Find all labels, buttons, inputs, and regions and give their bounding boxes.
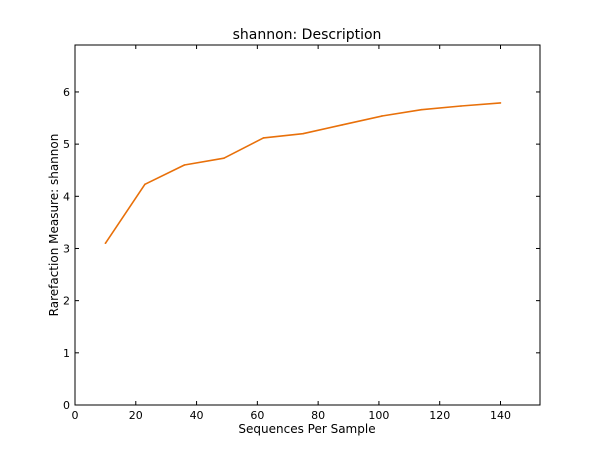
- data-point: [104, 242, 107, 245]
- data-point: [381, 115, 383, 117]
- x-tick-label: 120: [429, 409, 450, 422]
- data-point: [262, 137, 265, 139]
- plot-frame: [74, 44, 541, 406]
- x-tick-label: 20: [129, 409, 143, 422]
- data-point: [223, 157, 225, 160]
- y-tick-label: 0: [63, 399, 70, 412]
- data-point: [341, 124, 344, 126]
- y-tick-label: 1: [63, 347, 70, 360]
- x-tick-label: 60: [250, 409, 264, 422]
- y-tick-label: 4: [63, 190, 70, 203]
- y-axis-title: Rarefaction Measure: shannon: [47, 134, 61, 317]
- series-line: [104, 102, 501, 244]
- chart-title: shannon: Description: [233, 27, 382, 43]
- data-point: [302, 132, 304, 135]
- x-tick-label: 80: [311, 409, 325, 422]
- x-axis-title: Sequences Per Sample: [238, 422, 375, 436]
- y-tick-label: 3: [63, 242, 70, 255]
- data-point: [499, 102, 502, 104]
- x-tick-label: 140: [490, 409, 511, 422]
- y-tick-label: 2: [63, 295, 70, 308]
- data-point: [420, 108, 423, 111]
- x-tick-label: 0: [72, 409, 79, 422]
- plot-area: 0 20 40 60 80 100 120 140 0 1 2 3 4 5 6: [63, 44, 541, 422]
- x-tick-label: 40: [190, 409, 204, 422]
- data-point: [183, 164, 186, 166]
- y-tick-label: 5: [63, 138, 70, 151]
- data-point: [460, 105, 462, 107]
- y-tick-label: 6: [63, 86, 70, 99]
- x-tick-label: 100: [368, 409, 389, 422]
- data-point: [144, 183, 146, 186]
